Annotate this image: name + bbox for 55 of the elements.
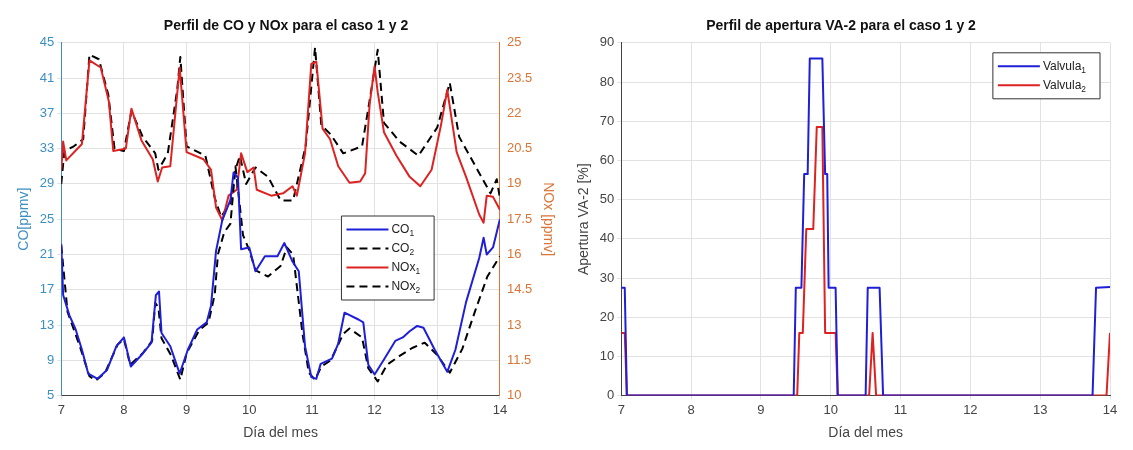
x-tick-label: 7 (57, 401, 65, 417)
chart-title: Perfil de apertura VA-2 para el caso 1 y 2 (706, 17, 977, 34)
y-tick-label: 9 (47, 351, 55, 367)
y2-tick-label: 16 (506, 246, 522, 262)
x-tick-label: 11 (305, 401, 319, 417)
x-tick-label: 8 (687, 401, 695, 417)
x-tick-label: 14 (492, 401, 508, 417)
chart-title: Perfil de CO y NOx para el caso 1 y 2 (163, 17, 409, 34)
y-tick-label: 20 (599, 308, 615, 324)
y-tick-label: 50 (599, 191, 615, 207)
y2-tick-label: 14.5 (506, 281, 533, 297)
x-tick-label: 13 (430, 401, 445, 417)
x-axis-title: Día del mes (828, 424, 903, 441)
y2-tick-label: 20.5 (506, 140, 533, 156)
y-tick-label: 80 (599, 73, 615, 89)
x-tick-label: 11 (893, 401, 908, 417)
x-tick-label: 9 (182, 401, 191, 417)
x-tick-label: 10 (823, 401, 838, 417)
x-tick-label: 8 (120, 401, 128, 417)
y-axis-title: Apertura VA-2 [%] (575, 163, 592, 276)
y-tick-label: 5 (47, 387, 55, 403)
y-tick-label: 70 (599, 112, 615, 128)
y-tick-label: 90 (599, 34, 615, 50)
x-tick-label: 10 (242, 401, 257, 417)
x-tick-label: 7 (617, 401, 625, 417)
y-tick-label: 25 (39, 210, 55, 226)
y-axis-title: CO[ppmv] (15, 187, 32, 251)
y-tick-label: 30 (599, 269, 615, 285)
y-tick-label: 10 (599, 347, 615, 363)
y2-tick-label: 11.5 (506, 351, 532, 367)
y-tick-label: 40 (599, 230, 615, 246)
y2-axis-title: NOx [ppmv] (540, 182, 557, 257)
y2-tick-label: 19 (506, 175, 522, 191)
y-tick-label: 29 (39, 175, 55, 191)
y-tick-label: 21 (39, 246, 55, 262)
y2-tick-label: 23.5 (506, 69, 533, 85)
x-tick-label: 13 (1032, 401, 1048, 417)
y-tick-label: 33 (39, 140, 55, 156)
y2-tick-label: 13 (506, 316, 522, 332)
y-tick-label: 41 (39, 69, 55, 85)
y2-tick-label: 17.5 (506, 210, 533, 226)
x-tick-label: 14 (1102, 401, 1118, 417)
y-tick-label: 60 (599, 151, 615, 167)
y-tick-label: 37 (39, 104, 55, 120)
y2-tick-label: 22 (506, 104, 522, 120)
y-tick-label: 0 (607, 387, 615, 403)
y-tick-label: 13 (39, 316, 55, 332)
y-tick-label: 17 (39, 281, 55, 297)
x-axis-title: Día del mes (243, 424, 318, 441)
x-tick-label: 12 (963, 401, 978, 417)
y2-tick-label: 10 (506, 387, 522, 403)
y-tick-label: 45 (39, 34, 55, 50)
x-tick-label: 12 (367, 401, 382, 417)
x-tick-label: 9 (757, 401, 765, 417)
y2-tick-label: 25 (506, 34, 522, 50)
